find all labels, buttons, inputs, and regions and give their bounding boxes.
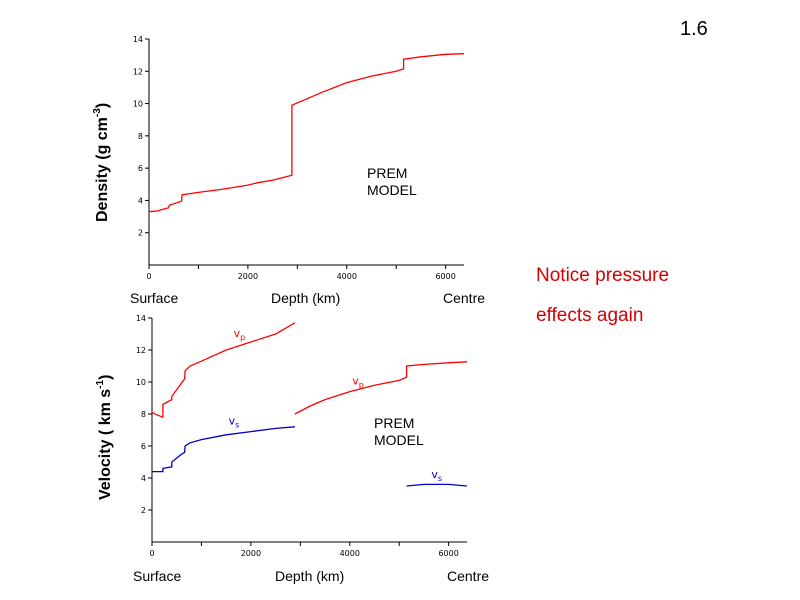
velocity-x-tick-label: 0 — [149, 549, 154, 558]
velocity-x-tick-label: 4000 — [340, 549, 360, 558]
velocity-y-tick-label: 14 — [136, 314, 146, 323]
velocity-series-line-vp-0 — [151, 322, 296, 419]
notice-line-1: Notice pressure — [536, 265, 670, 286]
density-x-left-label: Surface — [130, 290, 178, 306]
density-y-tick-label: 14 — [133, 35, 143, 44]
velocity-x-right-label: Centre — [447, 568, 489, 584]
velocity-series-line-vs-3 — [406, 483, 468, 487]
velocity-x-tick-label: 2000 — [241, 549, 261, 558]
velocity-y-axis-label: Velocity ( km s-1) — [95, 375, 114, 500]
density-x-axis-label: Depth (km) — [271, 290, 340, 306]
velocity-x-axis-label: Depth (km) — [275, 568, 344, 584]
velocity-y-tick-label: 12 — [136, 346, 146, 355]
density-axes: 0 2000 4000 6000 2 4 6 8 10 12 14 — [133, 35, 464, 281]
velocity-series-line-vs-2 — [152, 426, 295, 473]
velocity-annotation-line-2: MODEL — [374, 432, 424, 448]
notice-line-2: effects again — [536, 305, 644, 326]
velocity-series: vp vp vs vs — [151, 322, 468, 487]
density-x-tick-label: 6000 — [435, 272, 455, 281]
density-y-axis-label: Density (g cm-3) — [92, 103, 111, 222]
velocity-x-left-label: Surface — [133, 568, 181, 584]
density-x-tick-label: 4000 — [337, 272, 357, 281]
velocity-y-tick-label: 8 — [141, 410, 146, 419]
density-series — [148, 53, 465, 213]
velocity-y-tick-label: 2 — [141, 506, 146, 515]
velocity-axes: 0 2000 4000 6000 2 4 6 8 10 12 14 — [136, 314, 467, 558]
density-annotation-line-1: PREM — [367, 165, 407, 181]
density-y-tick-label: 4 — [138, 196, 143, 205]
velocity-y-tick-label: 10 — [136, 378, 146, 387]
slide-number: 1.6 — [680, 18, 708, 40]
velocity-series-label-vp: vp — [234, 327, 246, 342]
density-y-tick-label: 12 — [133, 67, 143, 76]
velocity-x-tick-label: 6000 — [438, 549, 458, 558]
velocity-series-label-vp: vp — [352, 374, 364, 389]
density-y-tick-label: 8 — [138, 132, 143, 141]
velocity-y-tick-label: 4 — [141, 474, 146, 483]
velocity-series-label-vs: vs — [431, 468, 442, 483]
density-x-right-label: Centre — [443, 290, 485, 306]
density-y-tick-label: 6 — [138, 164, 143, 173]
velocity-annotation-line-1: PREM — [374, 415, 414, 431]
density-y-tick-label: 10 — [133, 100, 143, 109]
velocity-series-label-vs: vs — [229, 414, 240, 429]
density-annotation-line-2: MODEL — [367, 182, 417, 198]
density-x-tick-label: 2000 — [238, 272, 258, 281]
notice-text: Notice pressure effects again — [536, 256, 669, 336]
density-x-tick-label: 0 — [146, 272, 151, 281]
density-y-tick-label: 2 — [138, 229, 143, 238]
velocity-chart: 0 2000 4000 6000 2 4 6 8 10 12 14 vp vp vs vs Velocit… — [95, 314, 489, 584]
velocity-y-tick-label: 6 — [141, 442, 146, 451]
density-chart: 0 2000 4000 6000 2 4 6 8 10 12 14 Density (g cm-3)… — [92, 35, 485, 306]
velocity-series-line-vp-1 — [294, 361, 468, 415]
density-series-line-density-0 — [148, 53, 465, 213]
